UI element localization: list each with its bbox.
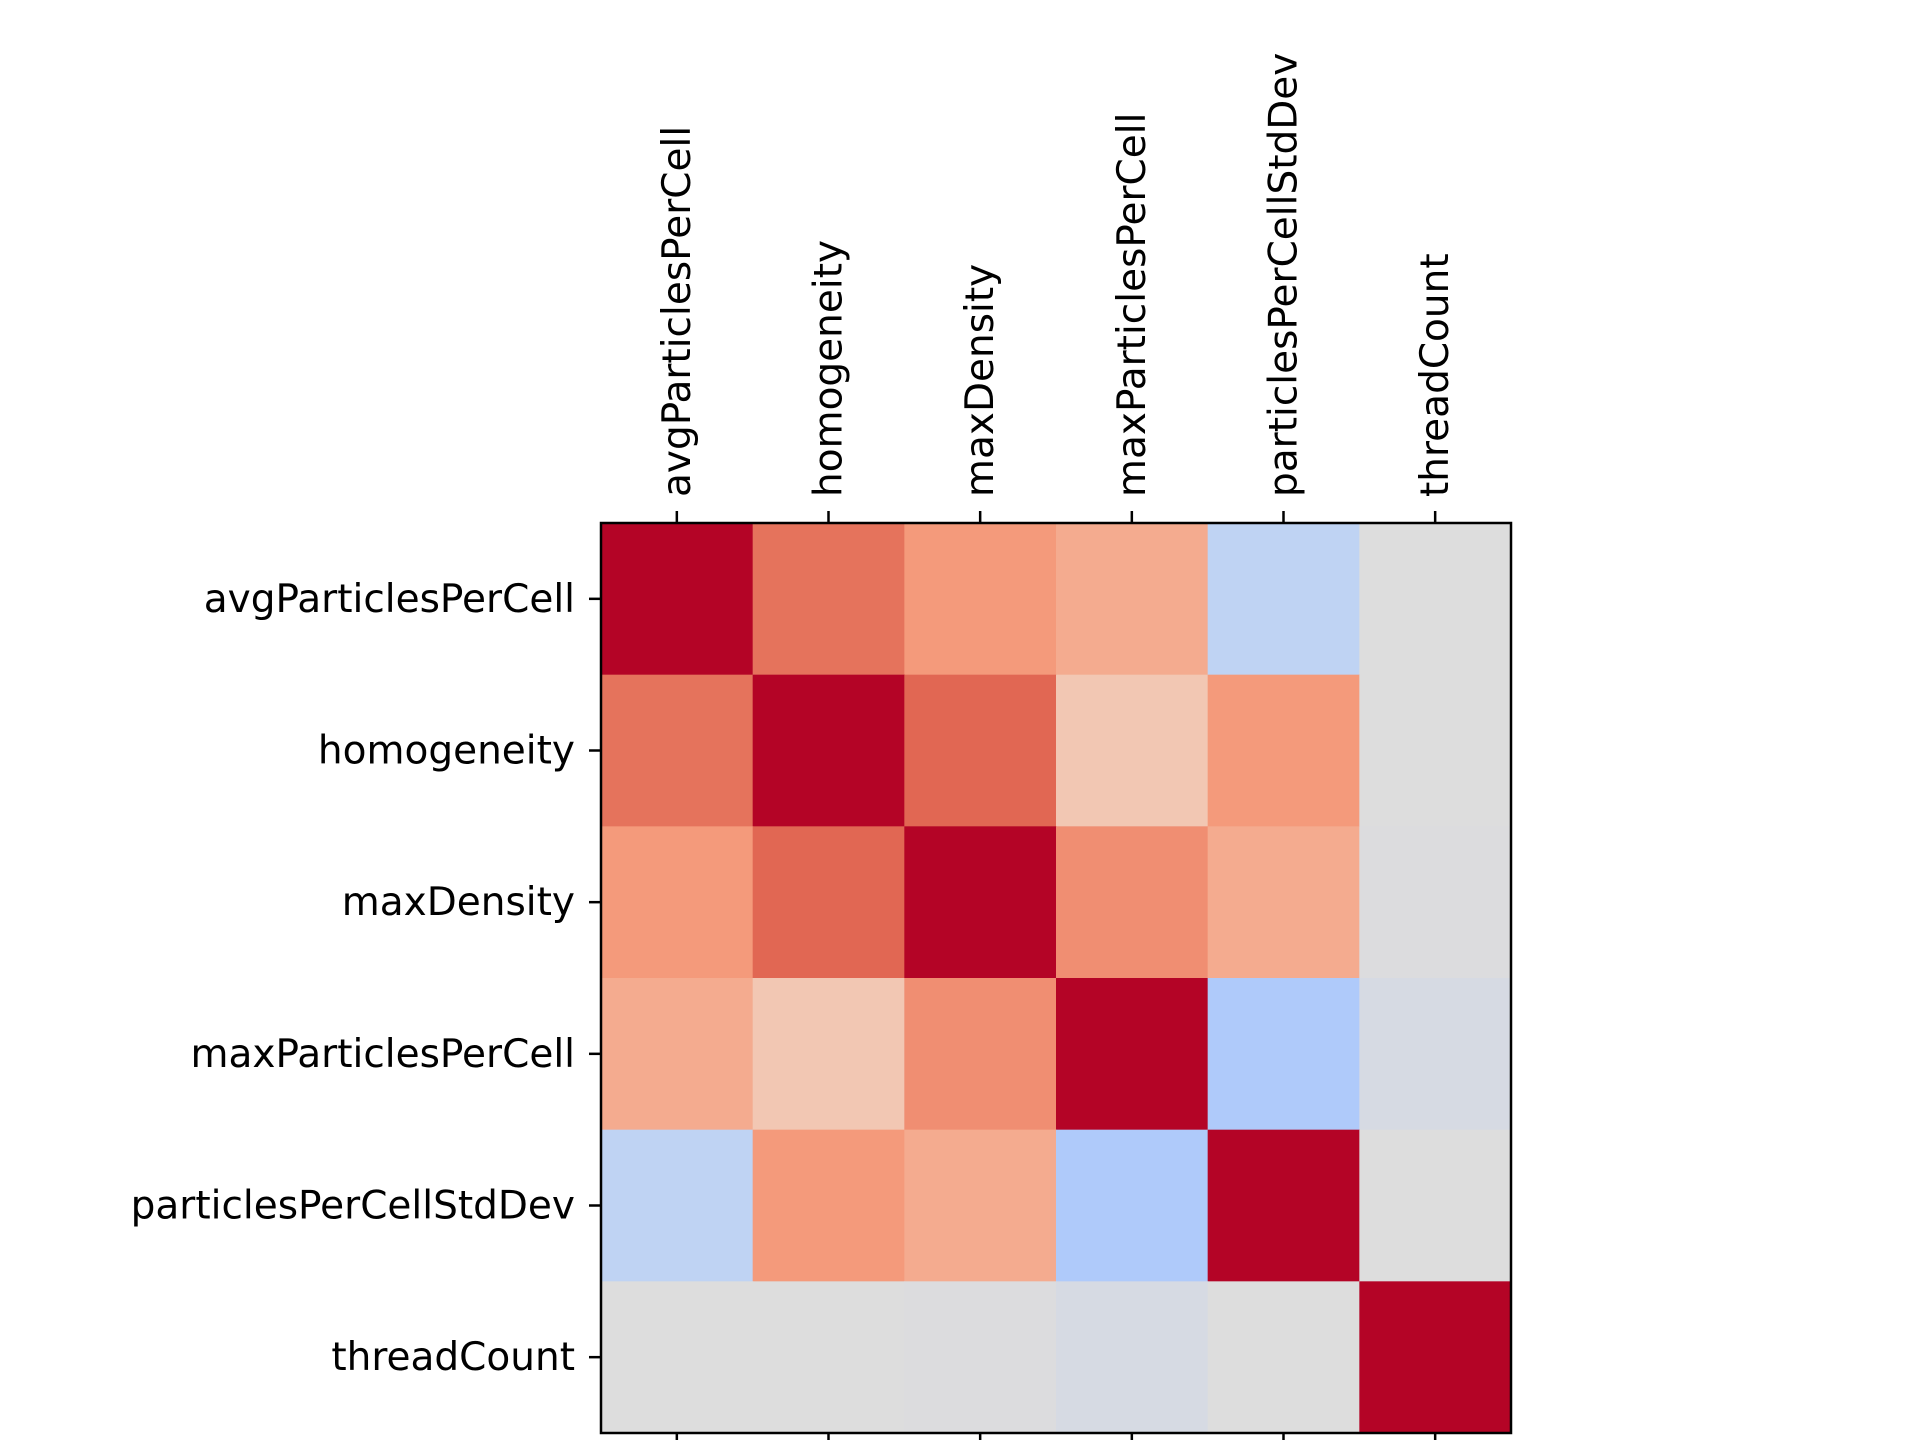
heatmap-cell-1-1: [752, 674, 905, 827]
y-tick-label-4: particlesPerCellStdDev: [131, 1184, 575, 1229]
heatmap-cell-2-3: [1056, 826, 1209, 979]
plot-frame: [599, 521, 1513, 1435]
y-tick-label-1: homogeneity: [318, 729, 575, 774]
labels-layer: avgParticlesPerCell homogeneity maxDensity…: [131, 53, 1459, 1381]
heatmap-cell-5-5: [1359, 1281, 1512, 1434]
heatmap-cell-4-3: [1056, 1129, 1209, 1282]
heatmap-cell-2-2: [904, 826, 1057, 979]
x-tick-label-0: avgParticlesPerCell: [655, 126, 700, 497]
heatmap-cell-0-5: [1359, 523, 1512, 676]
x-tick-label-3: maxParticlesPerCell: [1110, 113, 1155, 497]
ticks-layer: [589, 511, 1437, 1444]
heatmap-cell-0-0: [601, 523, 754, 676]
heatmap-cell-2-0: [601, 826, 754, 979]
heatmap-cell-5-4: [1207, 1281, 1360, 1434]
heatmap-cell-5-3: [1056, 1281, 1209, 1434]
heatmap-cell-0-4: [1207, 523, 1360, 676]
heatmap-cell-2-4: [1207, 826, 1360, 979]
y-tick-label-3: maxParticlesPerCell: [191, 1032, 575, 1077]
heatmap-cell-2-1: [752, 826, 905, 979]
y-tick-label-5: threadCount: [331, 1335, 575, 1380]
heatmap-cell-1-0: [601, 674, 754, 827]
heatmap-cell-4-2: [904, 1129, 1057, 1282]
heatmap-cell-1-5: [1359, 674, 1512, 827]
heatmap-cell-1-3: [1056, 674, 1209, 827]
heatmap-cell-4-4: [1207, 1129, 1360, 1282]
heatmap-cell-0-3: [1056, 523, 1209, 676]
heatmap-cell-3-0: [601, 978, 754, 1131]
heatmap-cell-3-5: [1359, 978, 1512, 1131]
heatmap-cell-1-2: [904, 674, 1057, 827]
heatmap-cell-3-2: [904, 978, 1057, 1131]
heatmap-cell-4-5: [1359, 1129, 1512, 1282]
x-tick-label-5: threadCount: [1413, 253, 1458, 497]
heatmap-cell-4-1: [752, 1129, 905, 1282]
x-tick-label-4: particlesPerCellStdDev: [1262, 53, 1307, 497]
heatmap-cell-3-4: [1207, 978, 1360, 1131]
heatmap-cell-3-3: [1056, 978, 1209, 1131]
heatmap-cell-0-1: [752, 523, 905, 676]
heatmap-cell-5-0: [601, 1281, 754, 1434]
heatmap-cell-5-1: [752, 1281, 905, 1434]
heatmap-cell-0-2: [904, 523, 1057, 676]
x-tick-label-2: maxDensity: [958, 264, 1003, 497]
cells-layer: [601, 523, 1512, 1434]
y-tick-label-2: maxDensity: [342, 880, 575, 925]
heatmap-cell-2-5: [1359, 826, 1512, 979]
heatmap-cell-1-4: [1207, 674, 1360, 827]
x-tick-label-1: homogeneity: [807, 240, 852, 497]
heatmap-cell-3-1: [752, 978, 905, 1131]
heatmap-cell-4-0: [601, 1129, 754, 1282]
y-tick-label-0: avgParticlesPerCell: [204, 577, 575, 622]
heatmap-cell-5-2: [904, 1281, 1057, 1434]
